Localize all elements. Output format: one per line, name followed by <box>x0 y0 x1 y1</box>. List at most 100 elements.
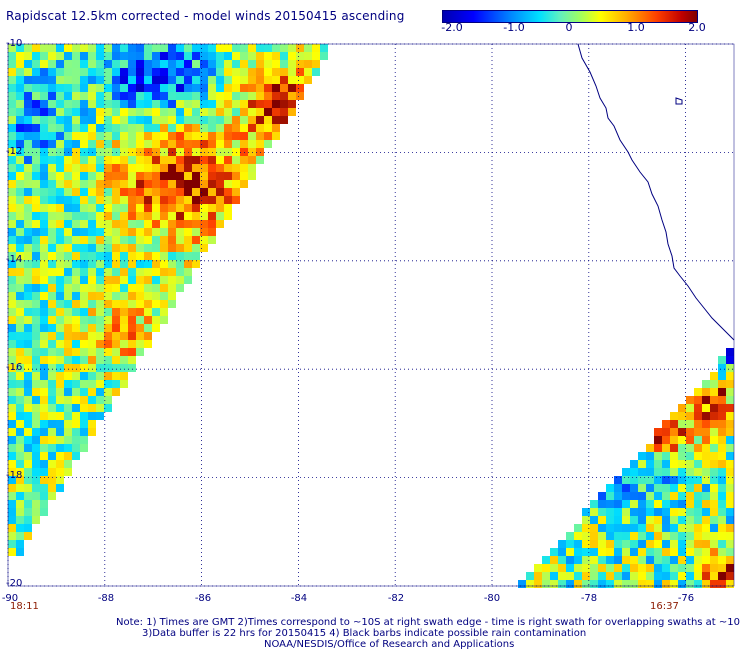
wind-cell <box>654 460 662 468</box>
wind-cell <box>96 412 104 420</box>
wind-cell <box>232 156 240 164</box>
wind-cell <box>574 540 582 548</box>
wind-cell <box>88 196 96 204</box>
wind-cell <box>168 84 176 92</box>
wind-cell <box>64 372 72 380</box>
wind-cell <box>104 324 112 332</box>
wind-cell <box>128 364 136 372</box>
wind-cell <box>718 556 726 564</box>
wind-cell <box>686 524 694 532</box>
wind-cell <box>56 164 64 172</box>
wind-cell <box>64 196 72 204</box>
note-line-1: Note: 1) Times are GMT 2)Times correspon… <box>116 617 740 628</box>
wind-cell <box>8 436 16 444</box>
wind-cell <box>72 252 80 260</box>
wind-cell <box>120 260 128 268</box>
wind-cell <box>152 68 160 76</box>
wind-cell <box>670 556 678 564</box>
wind-cell <box>184 124 192 132</box>
wind-cell <box>16 68 24 76</box>
wind-cell <box>88 372 96 380</box>
wind-cell <box>614 484 622 492</box>
wind-cell <box>120 124 128 132</box>
wind-cell <box>144 252 152 260</box>
wind-cell <box>80 60 88 68</box>
wind-cell <box>160 180 168 188</box>
wind-cell <box>32 300 40 308</box>
wind-cell <box>726 428 734 436</box>
wind-cell <box>184 92 192 100</box>
wind-cell <box>32 364 40 372</box>
wind-cell <box>72 292 80 300</box>
wind-cell <box>670 580 678 588</box>
wind-cell <box>40 452 48 460</box>
wind-cell <box>48 436 56 444</box>
wind-cell <box>312 60 320 68</box>
wind-cell <box>662 484 670 492</box>
wind-cell <box>614 524 622 532</box>
wind-cell <box>200 220 208 228</box>
wind-cell <box>8 100 16 108</box>
wind-cell <box>304 60 312 68</box>
wind-cell <box>598 532 606 540</box>
wind-cell <box>534 572 542 580</box>
lake-outline <box>675 97 683 105</box>
wind-cell <box>120 44 128 52</box>
wind-cell <box>240 156 248 164</box>
wind-cell <box>152 100 160 108</box>
wind-cell <box>80 236 88 244</box>
wind-cell <box>184 220 192 228</box>
wind-cell <box>96 140 104 148</box>
wind-cell <box>726 516 734 524</box>
wind-cell <box>128 236 136 244</box>
wind-cell <box>144 324 152 332</box>
wind-cell <box>168 236 176 244</box>
wind-cell <box>24 244 32 252</box>
wind-cell <box>72 356 80 364</box>
wind-cell <box>120 348 128 356</box>
wind-cell <box>128 60 136 68</box>
wind-cell <box>224 100 232 108</box>
wind-cell <box>112 260 120 268</box>
wind-cell <box>176 156 184 164</box>
wind-cell <box>710 412 718 420</box>
wind-cell <box>296 52 304 60</box>
wind-cell <box>96 292 104 300</box>
wind-cell <box>638 572 646 580</box>
wind-cell <box>654 476 662 484</box>
wind-cell <box>40 52 48 60</box>
wind-cell <box>184 260 192 268</box>
wind-cell <box>40 324 48 332</box>
wind-cell <box>256 132 264 140</box>
wind-cell <box>630 468 638 476</box>
wind-cell <box>56 220 64 228</box>
wind-cell <box>638 580 646 588</box>
wind-cell <box>24 196 32 204</box>
wind-cell <box>88 260 96 268</box>
wind-cell <box>550 564 558 572</box>
wind-cell <box>40 260 48 268</box>
wind-cell <box>104 44 112 52</box>
wind-cell <box>152 228 160 236</box>
wind-cell <box>622 500 630 508</box>
wind-cell <box>16 396 24 404</box>
wind-cell <box>120 76 128 84</box>
wind-cell <box>598 492 606 500</box>
wind-cell <box>104 356 112 364</box>
wind-cell <box>8 356 16 364</box>
wind-cell <box>566 548 574 556</box>
wind-cell <box>638 508 646 516</box>
wind-cell <box>590 580 598 588</box>
wind-cell <box>104 108 112 116</box>
wind-cell <box>112 68 120 76</box>
wind-cell <box>48 68 56 76</box>
wind-cell <box>726 540 734 548</box>
wind-cell <box>670 516 678 524</box>
wind-cell <box>64 236 72 244</box>
wind-cell <box>160 140 168 148</box>
wind-cell <box>48 196 56 204</box>
wind-cell <box>654 428 662 436</box>
wind-cell <box>160 132 168 140</box>
wind-cell <box>694 476 702 484</box>
wind-cell <box>144 276 152 284</box>
